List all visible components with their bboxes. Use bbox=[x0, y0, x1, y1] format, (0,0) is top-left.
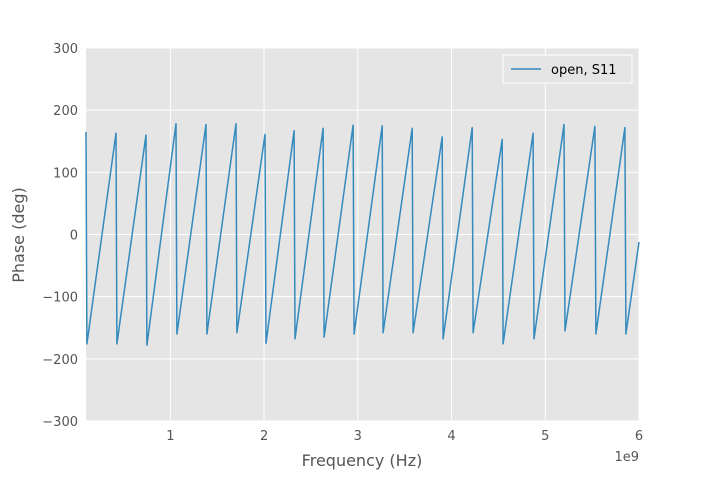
x-tick-label: 4 bbox=[447, 429, 455, 444]
x-tick-label: 3 bbox=[354, 429, 362, 444]
y-axis-label: Phase (deg) bbox=[9, 187, 28, 283]
legend: open, S11 bbox=[502, 54, 633, 84]
series-line-open-s11 bbox=[85, 123, 640, 346]
y-tick-label: 300 bbox=[53, 42, 78, 57]
y-tick-label: −200 bbox=[42, 353, 78, 368]
y-tick-labels: −300 −200 −100 0 100 200 300 bbox=[42, 42, 78, 430]
x-tick-label: 6 bbox=[635, 429, 643, 444]
x-tick-label: 1 bbox=[166, 429, 174, 444]
x-offset-label: 1e9 bbox=[614, 450, 639, 465]
y-tick-label: 100 bbox=[53, 166, 78, 181]
x-tick-label: 5 bbox=[541, 429, 549, 444]
y-tick-label: −100 bbox=[42, 291, 78, 306]
grid-layer bbox=[86, 47, 640, 422]
y-tick-label: −300 bbox=[42, 415, 78, 430]
x-tick-labels: 1 2 3 4 5 6 bbox=[166, 429, 643, 444]
series-layer bbox=[85, 123, 640, 346]
y-tick-label: 0 bbox=[70, 229, 78, 244]
y-tick-label: 200 bbox=[53, 104, 78, 119]
x-tick-label: 2 bbox=[260, 429, 268, 444]
x-axis-label: Frequency (Hz) bbox=[302, 451, 423, 470]
legend-entry-open-s11: open, S11 bbox=[551, 63, 617, 78]
